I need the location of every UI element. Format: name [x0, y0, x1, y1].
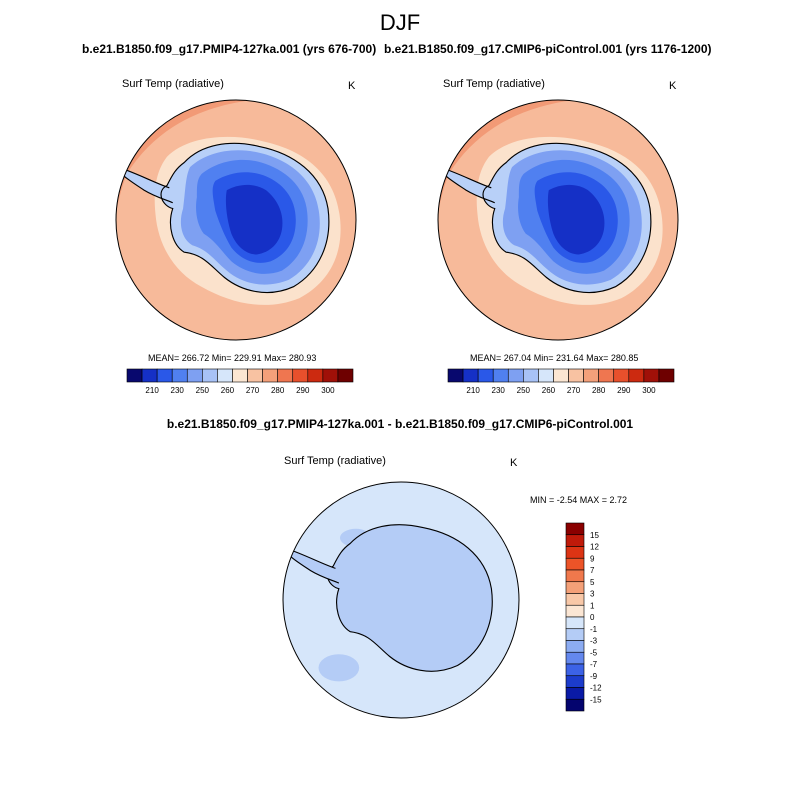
panel-2-colorbar-label: 270: [567, 386, 581, 395]
difference-colorbar-label: 5: [590, 578, 595, 587]
difference-colorbar-box: [565, 593, 585, 606]
panel-1-title: b.e21.B1850.f09_g17.PMIP4-127ka.001 (yrs…: [82, 42, 377, 56]
panel-1-map: [116, 100, 356, 340]
difference-colorbar-label: -7: [590, 660, 598, 669]
difference-units: K: [510, 457, 518, 469]
difference-colorbar-box: [565, 640, 585, 653]
panel-2-colorbar-box: [598, 368, 615, 383]
panel-1-colorbar-box: [277, 368, 294, 383]
panel-1-stats: MEAN= 266.72 Min= 229.91 Max= 280.93: [148, 353, 317, 363]
difference-colorbar-box: [565, 534, 585, 547]
difference-colorbar-label: 1: [590, 601, 595, 610]
panel-1-colorbar-label: 260: [221, 386, 235, 395]
panel-2-colorbar-box: [643, 368, 660, 383]
panel-1-colorbar-box: [292, 368, 309, 383]
panel-2-colorbar-box: [553, 368, 569, 383]
panel-2-colorbar-box: [568, 368, 584, 383]
difference-colorbar-label: -9: [590, 672, 598, 681]
panel-1-colorbar-box: [186, 368, 203, 383]
difference-colorbar-box: [565, 698, 585, 712]
panel-2-colorbar-label: 300: [642, 386, 656, 395]
difference-colorbar-box: [565, 616, 585, 630]
difference-colorbar: 15 12 9 7 5 3 1 0 -1 -3 -5 -7 -9 -12 -15: [565, 522, 602, 712]
panel-1-colorbar-label: 230: [171, 386, 185, 395]
difference-colorbar-label: 0: [590, 613, 595, 622]
difference-colorbar-label: -1: [590, 625, 598, 634]
panel-2-colorbar-label: 230: [492, 386, 506, 395]
panel-1-colorbar-box: [247, 368, 263, 383]
difference-variable: Surf Temp (radiative): [284, 455, 386, 467]
difference-colorbar-box: [565, 675, 585, 688]
difference-colorbar-box: [565, 557, 585, 571]
panel-2-title: b.e21.B1850.f09_g17.CMIP6-piControl.001 …: [384, 42, 712, 56]
panel-2-colorbar-label: 250: [517, 386, 531, 395]
difference-stats: MIN = -2.54 MAX = 2.72: [530, 495, 628, 505]
difference-colorbar-box: [565, 604, 585, 618]
panel-1-colorbar-box: [202, 368, 218, 383]
panel-1-colorbar-box: [171, 368, 188, 383]
panel-1-colorbar-box: [141, 368, 158, 383]
panel-1-colorbar-label: 270: [246, 386, 260, 395]
difference-map: [283, 482, 519, 718]
panel-1-variable: Surf Temp (radiative): [122, 78, 224, 90]
panel-2-colorbar-label: 290: [617, 386, 631, 395]
panel-2-colorbar-box: [538, 368, 554, 383]
panel-2-colorbar-box: [613, 368, 630, 383]
difference-colorbar-label: 3: [590, 590, 595, 599]
difference-colorbar-box: [565, 687, 585, 700]
panel-2-colorbar-label: 280: [592, 386, 606, 395]
panel-2-colorbar-box: [628, 368, 645, 383]
panel-2-colorbar: 210 230 250 260 270 280 290 300: [447, 368, 675, 395]
panel-2-colorbar-box: [583, 368, 599, 383]
difference-colorbar-label: -5: [590, 648, 598, 657]
panel-1-colorbar-label: 250: [196, 386, 210, 395]
panel-2-colorbar-box: [492, 368, 509, 383]
difference-colorbar-label: 7: [590, 566, 595, 575]
difference-colorbar-box: [565, 546, 585, 559]
season-title: DJF: [379, 10, 421, 35]
difference-colorbar-label: -3: [590, 637, 598, 646]
panel-1-colorbar-label: 290: [296, 386, 310, 395]
difference-colorbar-box: [565, 569, 585, 583]
panel-1-colorbar-box: [307, 368, 324, 383]
panel-1-colorbar-box: [126, 368, 143, 383]
panel-2-stats: MEAN= 267.04 Min= 231.64 Max= 280.85: [470, 353, 639, 363]
difference-colorbar-label: 9: [590, 554, 595, 563]
panel-2-units: K: [669, 80, 677, 92]
panel-2-colorbar-box: [447, 368, 464, 383]
panel-1-colorbar-box: [156, 368, 173, 383]
panel-1-colorbar-box: [337, 368, 354, 383]
difference-colorbar-label: 15: [590, 531, 599, 540]
difference-colorbar-label: -12: [590, 684, 602, 693]
difference-colorbar-box: [565, 663, 585, 677]
panel-1-colorbar-label: 280: [271, 386, 285, 395]
panel-2-colorbar-box: [658, 368, 675, 383]
panel-2-colorbar-label: 210: [466, 386, 480, 395]
panel-1-colorbar-box: [322, 368, 339, 383]
panel-1-colorbar: 210 230 250 260 270 280 290 300: [126, 368, 354, 395]
panel-1-colorbar-label: 210: [145, 386, 159, 395]
panel-2-colorbar-box: [477, 368, 494, 383]
difference-title: b.e21.B1850.f09_g17.PMIP4-127ka.001 - b.…: [166, 417, 634, 431]
panel-2-map: [438, 100, 678, 340]
difference-colorbar-label: -15: [590, 695, 602, 704]
panel-2-colorbar-box: [523, 368, 539, 383]
panel-1-colorbar-box: [262, 368, 278, 383]
difference-colorbar-box: [565, 628, 585, 641]
difference-colorbar-box: [565, 581, 585, 594]
difference-colorbar-label: 12: [590, 543, 599, 552]
panel-2-colorbar-label: 260: [542, 386, 556, 395]
panel-1-colorbar-box: [217, 368, 233, 383]
difference-colorbar-box: [565, 651, 585, 665]
difference-colorbar-box: [565, 522, 585, 536]
panel-2-variable: Surf Temp (radiative): [443, 78, 545, 90]
panel-1-units: K: [348, 80, 356, 92]
panel-1-colorbar-label: 300: [321, 386, 335, 395]
panel-2-colorbar-box: [507, 368, 524, 383]
panel-1-colorbar-box: [232, 368, 248, 383]
panel-2-colorbar-box: [462, 368, 479, 383]
